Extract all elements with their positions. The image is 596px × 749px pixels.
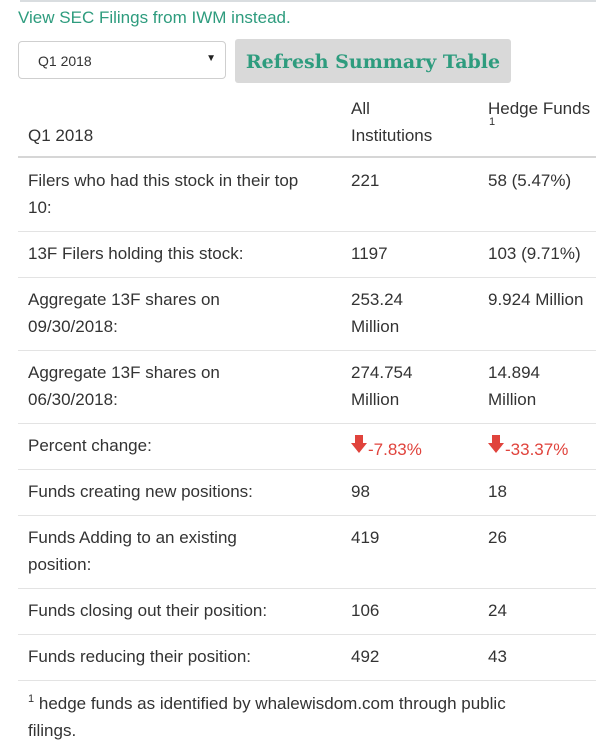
table-row: Aggregate 13F shares on 09/30/2018: 253.24…: [18, 277, 596, 350]
all-institutions-value-line: 274.754: [351, 363, 413, 382]
summary-table: Q1 2018 All Institutions Hedge Funds 1 F…: [18, 89, 596, 689]
row-divider: [18, 350, 596, 351]
hedge-funds-value: 9.924 Million: [488, 286, 583, 313]
row-label-line: Funds closing out their position:: [28, 601, 268, 620]
hedge-funds-value-line: 24: [488, 601, 507, 620]
hedge-funds-value-line: 14.894: [488, 363, 540, 382]
row-divider: [18, 423, 596, 424]
all-institutions-value: -7.83%: [351, 434, 422, 461]
hedge-funds-value-line: 26: [488, 528, 507, 547]
all-institutions-value: 419: [351, 524, 379, 551]
quarter-select[interactable]: Q1 2018 ▼: [18, 41, 226, 79]
hedge-funds-value: 103 (9.71%): [488, 240, 581, 267]
hedge-funds-value: 43: [488, 643, 507, 670]
table-row: 13F Filers holding this stock: 1197 103 (9…: [18, 231, 596, 277]
top-divider: [20, 0, 596, 2]
all-institutions-value-line: Million: [351, 390, 400, 409]
row-divider: [18, 588, 596, 589]
hedge-funds-value: 26: [488, 524, 507, 551]
all-institutions-value: 1197: [351, 240, 388, 267]
all-institutions-value-line: 98: [351, 482, 370, 501]
hedge-funds-value-line: Million: [488, 390, 537, 409]
hedge-funds-value-line: 43: [488, 647, 507, 666]
row-label: Funds closing out their position:: [28, 597, 267, 624]
footnote-mark: 1: [28, 693, 35, 705]
table-row: Funds reducing their position: 492 43: [18, 634, 596, 680]
down-arrow-icon: [351, 435, 367, 453]
table-row: Percent change: -7.83% -33.37%: [18, 423, 596, 469]
row-divider: [18, 469, 596, 470]
all-institutions-value-line: 492: [351, 647, 380, 666]
row-label-line: Funds reducing their position:: [28, 647, 252, 666]
row-label: Funds creating new positions:: [28, 478, 253, 505]
footnote-line1: hedge funds as identified by whalewisdom…: [38, 694, 506, 713]
down-arrow-icon: [488, 435, 504, 453]
all-institutions-value-line: 419: [351, 528, 380, 547]
header-quarter: Q1 2018: [28, 126, 94, 145]
view-sec-filings-link[interactable]: View SEC Filings from IWM instead.: [18, 8, 291, 27]
hedge-funds-value: -33.37%: [488, 434, 568, 461]
row-divider: [18, 515, 596, 516]
row-label-line: Aggregate 13F shares on: [28, 363, 220, 382]
row-label-line: position:: [28, 555, 92, 574]
all-institutions-value-line: 106: [351, 601, 380, 620]
table-row: Aggregate 13F shares on 06/30/2018: 274.75…: [18, 350, 596, 423]
percent-change-value: -7.83%: [368, 440, 422, 459]
header-hedge-footnote-mark: 1: [489, 116, 496, 128]
row-label-line: Filers who had this stock in their top: [28, 171, 299, 190]
all-institutions-value: 274.754 Million: [351, 359, 412, 413]
row-label-line: Percent change:: [28, 436, 152, 455]
hedge-funds-value: 18: [488, 478, 507, 505]
row-label-line: 06/30/2018:: [28, 390, 118, 409]
header-hedge-funds: Hedge Funds: [488, 99, 591, 118]
footnote-line2: filings.: [28, 721, 77, 740]
header-divider: [18, 156, 596, 158]
row-label: Filers who had this stock in their top 10…: [28, 167, 298, 221]
hedge-funds-value: 24: [488, 597, 507, 624]
all-institutions-value-line: 253.24: [351, 290, 403, 309]
row-divider: [18, 634, 596, 635]
row-label: Aggregate 13F shares on 09/30/2018:: [28, 286, 220, 340]
row-divider: [18, 277, 596, 278]
row-label-line: 10:: [28, 198, 52, 217]
all-institutions-value: 492: [351, 643, 379, 670]
quarter-select-value: Q1 2018: [38, 53, 92, 69]
row-label-line: Aggregate 13F shares on: [28, 290, 220, 309]
hedge-funds-value-line: 18: [488, 482, 507, 501]
all-institutions-value: 221: [351, 167, 379, 194]
all-institutions-value-line: 1197: [351, 244, 388, 263]
row-label: Funds reducing their position:: [28, 643, 251, 670]
refresh-summary-table-button[interactable]: Refresh Summary Table: [235, 39, 511, 83]
header-all-line2: Institutions: [351, 126, 433, 145]
all-institutions-value: 253.24 Million: [351, 286, 403, 340]
hedge-funds-value: 14.894 Million: [488, 359, 540, 413]
header-all-line1: All: [351, 99, 370, 118]
table-row: Filers who had this stock in their top 10…: [18, 158, 596, 231]
hedge-funds-value-line: 9.924 Million: [488, 290, 584, 309]
all-institutions-value: 106: [351, 597, 379, 624]
row-label-line: 13F Filers holding this stock:: [28, 244, 244, 263]
row-label: Aggregate 13F shares on 06/30/2018:: [28, 359, 220, 413]
chevron-down-icon: ▼: [206, 53, 216, 64]
table-row: Funds closing out their position: 106 24: [18, 588, 596, 634]
row-label: Percent change:: [28, 432, 152, 459]
row-divider: [18, 231, 596, 232]
all-institutions-value-line: 221: [351, 171, 380, 190]
hedge-funds-value: 58 (5.47%): [488, 167, 571, 194]
hedge-funds-value-line: 103 (9.71%): [488, 244, 581, 263]
row-label-line: Funds Adding to an existing: [28, 528, 237, 547]
row-divider: [18, 680, 596, 681]
table-row: Funds Adding to an existing position: 419 2…: [18, 515, 596, 588]
all-institutions-value-line: Million: [351, 317, 400, 336]
all-institutions-value: 98: [351, 478, 370, 505]
percent-change-value: -33.37%: [505, 440, 569, 459]
hedge-funds-value-line: 58 (5.47%): [488, 171, 572, 190]
row-label-line: 09/30/2018:: [28, 317, 118, 336]
row-label-line: Funds creating new positions:: [28, 482, 253, 501]
footnote: 1 hedge funds as identified by whalewisd…: [28, 690, 588, 744]
row-label: 13F Filers holding this stock:: [28, 240, 243, 267]
table-row: Funds creating new positions: 98 18: [18, 469, 596, 515]
row-label: Funds Adding to an existing position:: [28, 524, 237, 578]
